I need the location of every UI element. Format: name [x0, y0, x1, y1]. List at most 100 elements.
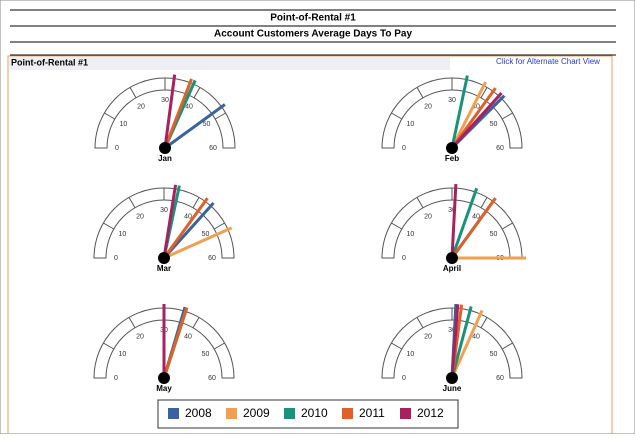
needle [450, 92, 503, 150]
gauge-tick-label: 50 [203, 121, 211, 128]
gauge-label: June [443, 384, 462, 393]
gauge-tick [416, 87, 424, 99]
gauge-tick [103, 342, 115, 350]
gauge-tick-label: 0 [402, 255, 406, 262]
gauge-tick-label: 50 [202, 231, 210, 238]
gauge-tick-label: 10 [407, 231, 415, 238]
gauge-tick [213, 222, 225, 230]
gauge-tick-label: 10 [119, 231, 127, 238]
gauge-tick-label: 60 [208, 375, 216, 382]
needle [450, 304, 460, 379]
gauge-tick-label: 40 [184, 213, 192, 220]
gauge-hub [446, 252, 458, 264]
gauge-label: Feb [445, 154, 459, 163]
gauge-tick [128, 197, 136, 209]
needle [450, 75, 469, 149]
gauge-tick-label: 60 [496, 375, 504, 382]
legend-swatch [168, 408, 179, 419]
gauge-hub [159, 142, 171, 154]
legend-label: 2010 [301, 406, 328, 420]
gauge-tick-label: 40 [472, 333, 480, 340]
gauge-label: Mar [157, 264, 171, 273]
gauge-tick-label: 30 [161, 97, 169, 104]
needle [450, 81, 487, 149]
legend-label: 2012 [417, 406, 444, 420]
needle [450, 184, 458, 259]
needle [162, 197, 209, 259]
legend-swatch [342, 408, 353, 419]
legend-swatch [226, 408, 237, 419]
gauge-tick-label: 60 [208, 255, 216, 262]
gauge-tick [480, 317, 488, 329]
gauge-tick-label: 10 [119, 351, 127, 358]
gauge-tick [416, 317, 424, 329]
header-title: Point-of-Rental #1 [270, 13, 356, 24]
needle [164, 103, 226, 150]
gauge-label: Jan [158, 154, 172, 163]
gauge-tick-label: 0 [402, 145, 406, 152]
alternate-view-link[interactable]: Click for Alternate Chart View [496, 57, 600, 66]
gauge-hub [446, 372, 458, 384]
gauge-tick-label: 40 [184, 333, 192, 340]
needle [163, 226, 233, 260]
gauge-tick-label: 0 [115, 145, 119, 152]
gauge-tick [501, 342, 513, 350]
needle [163, 78, 193, 149]
header-subtitle: Account Customers Average Days To Pay [214, 29, 412, 40]
gauge-tick [480, 87, 488, 99]
gauge-tick [416, 197, 424, 209]
gauge-tick-label: 30 [448, 327, 456, 334]
gauge-tick-label: 10 [120, 121, 128, 128]
gauge-tick-label: 30 [448, 207, 456, 214]
gauge-tick-label: 20 [424, 103, 432, 110]
gauge-tick [480, 197, 488, 209]
gauge-tick-label: 20 [137, 103, 145, 110]
gauge-tick-label: 20 [136, 213, 144, 220]
panel-title: Point-of-Rental #1 [11, 57, 88, 67]
gauge-tick [501, 222, 513, 230]
panel-title-bar [9, 57, 450, 70]
gauge-tick [103, 222, 115, 230]
gauge-tick-label: 50 [490, 351, 498, 358]
gauge-tick [193, 87, 201, 99]
gauge-tick [501, 112, 513, 120]
gauge-tick-label: 0 [114, 375, 118, 382]
gauge-tick-label: 40 [472, 103, 480, 110]
gauge-tick-label: 30 [160, 207, 168, 214]
needle [450, 306, 473, 379]
needle [162, 184, 178, 259]
gauge-tick-label: 50 [490, 121, 498, 128]
gauge-tick-label: 50 [490, 231, 498, 238]
gauge-tick [391, 112, 403, 120]
gauge-tick [129, 87, 137, 99]
gauge-tick-label: 30 [448, 97, 456, 104]
gauge-tick [391, 342, 403, 350]
gauge-tick [213, 342, 225, 350]
gauge-tick [104, 112, 116, 120]
gauge-hub [446, 142, 458, 154]
gauge-tick [214, 112, 226, 120]
legend-swatch [400, 408, 411, 419]
gauge-tick-label: 40 [472, 213, 480, 220]
gauge-tick-label: 50 [202, 351, 210, 358]
gauge-tick-label: 0 [402, 375, 406, 382]
needle [450, 187, 479, 259]
gauge-tick-label: 60 [209, 145, 217, 152]
gauge-tick-label: 10 [407, 121, 415, 128]
gauge-label: May [156, 384, 172, 393]
gauge-tick-label: 40 [185, 103, 193, 110]
legend-label: 2008 [185, 406, 212, 420]
legend-label: 2009 [243, 406, 270, 420]
gauge-tick [128, 317, 136, 329]
needle [163, 74, 177, 149]
gauge-tick-label: 20 [424, 213, 432, 220]
legend-label: 2011 [359, 406, 385, 420]
gauge-tick [391, 222, 403, 230]
gauge-label: April [443, 264, 461, 273]
gauge-tick-label: 10 [407, 351, 415, 358]
gauge-tick-label: 20 [136, 333, 144, 340]
gauge-tick [192, 197, 200, 209]
gauge-tick [192, 317, 200, 329]
